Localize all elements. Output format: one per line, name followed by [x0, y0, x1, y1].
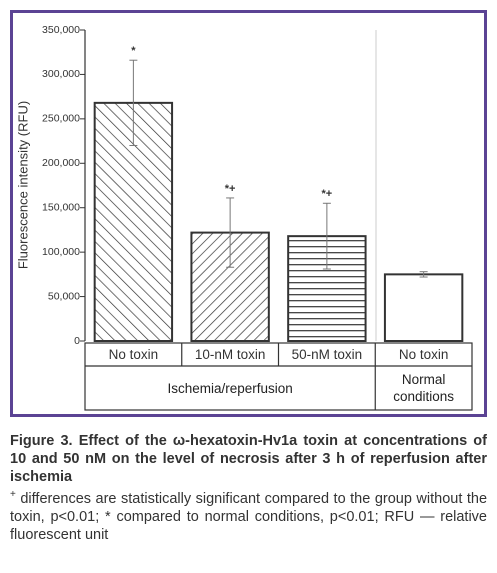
- y-tick-label: 0: [74, 335, 80, 347]
- significance-mark: *: [131, 45, 136, 57]
- y-tick-label: 250,000: [42, 113, 80, 125]
- note-text: differences are statistically significan…: [10, 490, 488, 543]
- y-tick-label: 100,000: [42, 246, 80, 258]
- y-tick-label: 200,000: [42, 157, 80, 169]
- caption: Figure 3. Effect of the ω-hexatoxin-Hv1a…: [10, 432, 487, 544]
- frame: [10, 10, 487, 417]
- chart: Fluorescence intensity (RFU) 0 50,000 100,…: [10, 10, 487, 417]
- caption-title: Figure 3. Effect of the ω-hexatoxin-Hv1a…: [10, 433, 487, 485]
- x-tick-label: No toxin: [109, 347, 159, 362]
- group-label: Normal conditions: [393, 372, 455, 404]
- x-tick-label: 50-nM toxin: [292, 347, 363, 362]
- y-tick-label: 150,000: [42, 201, 80, 213]
- significance-mark: *+: [322, 188, 333, 200]
- group-label: Ischemia/reperfusion: [167, 380, 293, 396]
- y-tick-label: 350,000: [42, 24, 80, 36]
- note-mark: +: [10, 489, 16, 500]
- caption-note: + differences are statistically signific…: [10, 486, 487, 544]
- bar: [383, 273, 464, 343]
- x-tick-label: No toxin: [399, 347, 449, 362]
- x-tick-label: 10-nM toxin: [195, 347, 266, 362]
- y-axis-label: Fluorescence intensity (RFU): [15, 101, 30, 269]
- y-tick-label: 50,000: [48, 290, 80, 302]
- significance-mark: *+: [225, 183, 236, 195]
- y-tick-label: 300,000: [42, 68, 80, 80]
